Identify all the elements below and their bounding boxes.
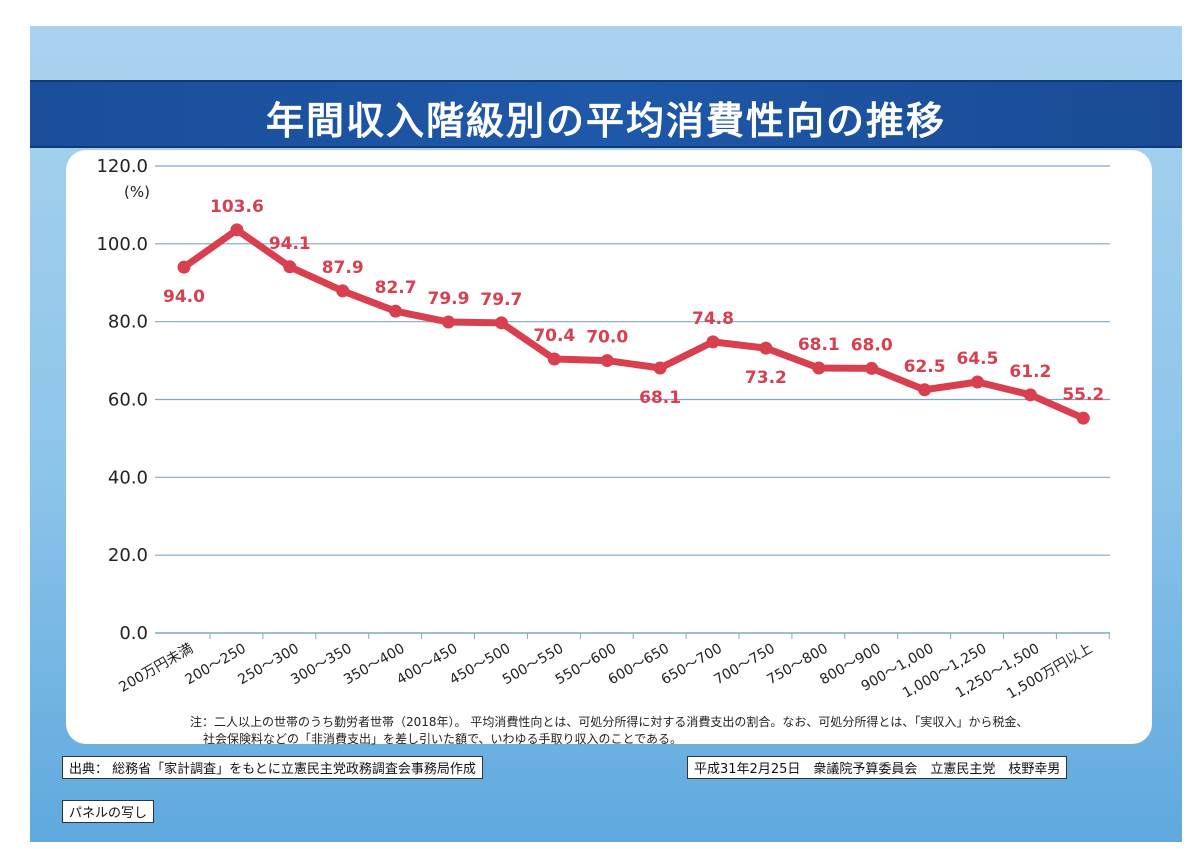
data-point <box>918 383 932 397</box>
data-point <box>177 260 191 274</box>
y-tick-labels: 0.0 20.0 40.0 60.0 80.0 100.0 120.0 <box>96 156 148 644</box>
footnote-line-1: 注：二人以上の世帯のうち勤労者世帯（2018年）。 平均消費性向とは、可処分所得… <box>190 715 1029 729</box>
data-point <box>706 335 720 349</box>
data-label: 87.9 <box>322 258 364 278</box>
data-points <box>177 223 1090 425</box>
data-label: 68.1 <box>798 335 840 355</box>
title-bar: 年間収入階級別の平均消費性向の推移 <box>30 80 1182 148</box>
series-line <box>180 226 1087 422</box>
data-point <box>653 361 667 375</box>
y-tick-label: 60.0 <box>108 390 148 411</box>
data-label: 68.1 <box>639 388 681 408</box>
footnote-line-2: 社会保険料などの「非消費支出」を差し引いた額で、いわゆる手取り収入のことである。 <box>203 732 683 746</box>
data-label: 94.1 <box>269 234 311 254</box>
data-point <box>283 260 297 274</box>
data-point <box>1023 388 1037 402</box>
data-label: 103.6 <box>210 197 264 217</box>
data-label: 79.9 <box>428 289 470 309</box>
y-axis-unit: (%) <box>124 183 150 201</box>
data-label: 61.2 <box>1009 362 1051 382</box>
chart-title: 年間収入階級別の平均消費性向の推移 <box>265 99 946 143</box>
data-label: 70.4 <box>533 326 575 346</box>
data-labels: 94.0 103.694.1 87.9 82.7 79.9 79.7 70.4 70.0 68.… <box>163 197 1104 408</box>
y-tick-label: 100.0 <box>96 234 148 255</box>
y-tick-label: 40.0 <box>108 467 148 488</box>
date-box: 平成31年2月25日 衆議院予算委員会 立憲民主党 枝野幸男 <box>687 756 1068 779</box>
data-point <box>971 375 984 389</box>
x-tick-labels: 200万円未満200～250250～300300～350350～400400～4… <box>116 641 1095 703</box>
data-label: 73.2 <box>745 368 787 388</box>
data-point <box>812 361 826 375</box>
data-point <box>336 284 350 298</box>
y-tick-label: 0.0 <box>119 623 148 644</box>
chart-card <box>66 150 1152 744</box>
data-point <box>442 315 455 329</box>
data-point <box>865 361 879 375</box>
source-box: 出典： 総務省「家計調査」をもとに立憲民主党政務調査会事務局作成 <box>62 756 483 779</box>
data-label: 82.7 <box>375 278 417 298</box>
data-label: 94.0 <box>163 287 205 307</box>
grid-layer <box>155 165 1110 639</box>
data-label: 55.2 <box>1062 385 1104 405</box>
data-label: 79.7 <box>480 290 522 310</box>
data-point <box>600 354 614 368</box>
data-label: 70.0 <box>586 328 628 348</box>
data-point <box>494 316 508 330</box>
panel-label-box: パネルの写し <box>62 800 155 823</box>
data-point <box>759 341 773 355</box>
data-point <box>389 304 403 318</box>
data-point <box>547 352 561 366</box>
y-tick-label: 80.0 <box>108 312 148 333</box>
y-tick-label: 120.0 <box>96 156 148 177</box>
data-label: 68.0 <box>851 335 893 355</box>
data-label: 62.5 <box>904 357 946 377</box>
data-label: 64.5 <box>957 349 999 369</box>
y-tick-label: 20.0 <box>108 545 148 566</box>
x-tick-label: 200万円未満 <box>116 641 196 696</box>
data-label: 74.8 <box>692 309 734 329</box>
data-point <box>1076 411 1090 425</box>
data-point <box>230 223 244 237</box>
